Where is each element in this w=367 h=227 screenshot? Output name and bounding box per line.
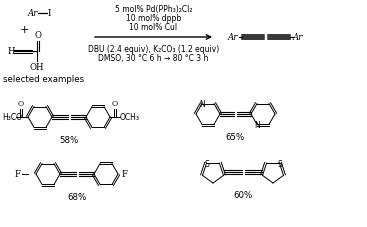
Text: 5 mol% Pd(PPh₃)₂Cl₂: 5 mol% Pd(PPh₃)₂Cl₂ bbox=[115, 5, 192, 14]
Text: S: S bbox=[204, 159, 209, 168]
Text: N: N bbox=[254, 120, 260, 129]
Text: H: H bbox=[8, 47, 15, 56]
Text: 10 mol% CuI: 10 mol% CuI bbox=[130, 23, 178, 32]
Text: I: I bbox=[48, 10, 51, 18]
Text: F: F bbox=[15, 170, 21, 179]
Text: OCH₃: OCH₃ bbox=[120, 113, 140, 122]
Text: 65%: 65% bbox=[226, 132, 245, 141]
Text: S: S bbox=[277, 159, 282, 168]
Text: 60%: 60% bbox=[233, 190, 252, 199]
Text: N: N bbox=[199, 100, 205, 109]
Text: O: O bbox=[112, 100, 118, 108]
Text: 58%: 58% bbox=[59, 135, 79, 144]
Text: DMSO, 30 °C 6 h → 80 °C 3 h: DMSO, 30 °C 6 h → 80 °C 3 h bbox=[98, 54, 209, 63]
Text: +: + bbox=[20, 25, 30, 35]
Text: H₃CO: H₃CO bbox=[2, 113, 22, 122]
Text: Ar: Ar bbox=[28, 10, 38, 18]
Text: Ar: Ar bbox=[228, 33, 239, 42]
Text: 10 mol% dppb: 10 mol% dppb bbox=[126, 14, 181, 23]
Text: O: O bbox=[34, 31, 41, 40]
Text: Ar: Ar bbox=[293, 33, 304, 42]
Text: O: O bbox=[18, 100, 24, 108]
Text: selected examples: selected examples bbox=[3, 75, 84, 84]
Text: OH: OH bbox=[30, 63, 44, 72]
Text: 68%: 68% bbox=[68, 192, 87, 201]
Text: F: F bbox=[122, 170, 128, 179]
Text: DBU (2.4 equiv), K₂CO₃ (1.2 equiv): DBU (2.4 equiv), K₂CO₃ (1.2 equiv) bbox=[88, 45, 219, 54]
